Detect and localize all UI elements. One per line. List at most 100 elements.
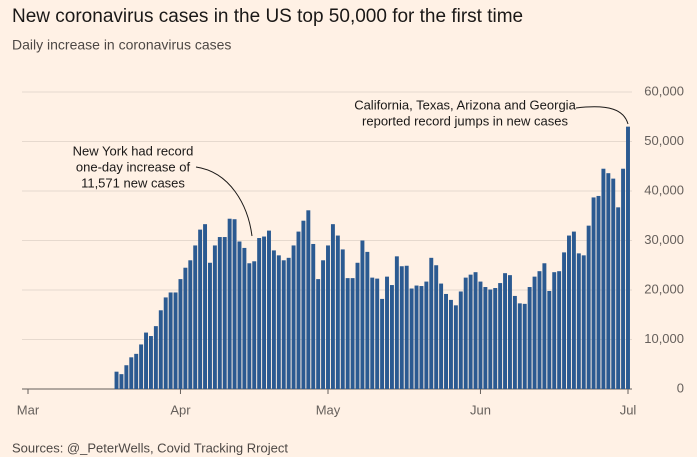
bar — [419, 286, 424, 389]
bar — [547, 290, 552, 389]
bar — [498, 283, 503, 389]
bar — [158, 310, 163, 389]
annotation: one-day increase of — [76, 159, 191, 174]
bar — [281, 260, 286, 389]
y-tick-label: 20,000 — [644, 281, 684, 296]
bar — [596, 195, 601, 389]
bar — [512, 295, 517, 389]
bar — [311, 243, 316, 389]
bar — [557, 271, 562, 389]
bar — [198, 229, 203, 389]
bar — [621, 168, 626, 389]
bar — [193, 245, 198, 389]
bar — [173, 292, 178, 389]
bar — [222, 237, 227, 389]
bar — [134, 353, 139, 389]
bar — [385, 276, 389, 389]
x-tick-label: Mar — [17, 402, 40, 417]
annotation: New York had record — [73, 143, 194, 158]
bar — [242, 247, 247, 389]
bar — [267, 230, 271, 389]
bar — [468, 274, 473, 389]
y-tick-label: 0 — [677, 380, 684, 395]
chart-title: New coronavirus cases in the US top 50,0… — [12, 6, 523, 27]
bar — [148, 336, 153, 389]
bar — [601, 168, 606, 389]
annotation: 11,571 new cases — [81, 175, 185, 190]
bar — [375, 278, 380, 389]
bar — [552, 272, 557, 389]
bar — [380, 298, 385, 389]
bar — [276, 255, 281, 389]
bar — [503, 273, 508, 389]
bar — [326, 245, 330, 389]
bar — [345, 278, 350, 389]
bar — [340, 249, 345, 389]
bar — [335, 235, 340, 389]
bar — [321, 260, 326, 389]
bar — [365, 251, 370, 389]
bar — [576, 253, 581, 389]
bar — [473, 272, 478, 389]
chart-subtitle: Daily increase in coronavirus cases — [12, 37, 231, 53]
bar — [424, 281, 429, 389]
bar — [178, 279, 183, 389]
bar — [252, 261, 257, 389]
annotation-leader — [195, 166, 253, 237]
bar — [301, 220, 306, 389]
bar — [291, 245, 296, 389]
bar — [458, 291, 463, 389]
bar — [163, 297, 168, 389]
bar — [350, 278, 355, 389]
bar — [567, 235, 571, 389]
bar — [232, 219, 237, 389]
bar — [217, 237, 222, 389]
bar — [168, 292, 173, 389]
bar — [188, 260, 193, 389]
bar — [129, 357, 134, 389]
bar — [124, 365, 129, 389]
x-tick-label: Apr — [170, 402, 191, 417]
bar — [409, 288, 414, 389]
x-tick-label: May — [316, 402, 341, 417]
bar — [488, 289, 493, 389]
bar — [532, 276, 537, 389]
bar — [483, 287, 488, 389]
bar — [591, 197, 596, 389]
bar — [286, 257, 291, 389]
bar — [247, 263, 252, 389]
bar — [586, 225, 591, 389]
bar — [404, 265, 409, 389]
bar — [296, 231, 301, 389]
y-tick-label: 10,000 — [644, 331, 684, 346]
y-tick-label: 30,000 — [644, 232, 684, 247]
bar — [330, 224, 335, 389]
annotation-leader — [575, 106, 629, 125]
x-tick-label: Jun — [470, 402, 491, 417]
bar — [508, 275, 512, 389]
bar — [439, 283, 444, 389]
y-tick-label: 40,000 — [644, 182, 684, 197]
y-tick-label: 60,000 — [644, 83, 684, 98]
bar — [522, 303, 527, 389]
bar — [517, 303, 522, 389]
x-tick-label: Jul — [620, 402, 637, 417]
bar — [355, 262, 360, 389]
bar — [606, 173, 611, 389]
bar — [370, 277, 375, 389]
bar — [434, 265, 439, 389]
bar — [616, 207, 621, 389]
annotation: California, Texas, Arizona and Georgia — [354, 97, 576, 112]
bar — [527, 287, 532, 389]
bar — [537, 271, 542, 389]
bar — [626, 126, 630, 390]
bar — [463, 277, 468, 389]
bar — [316, 279, 321, 389]
annotation: reported record jumps in new cases — [362, 113, 568, 128]
bar — [227, 218, 232, 389]
bar — [581, 255, 586, 389]
bar — [429, 257, 434, 389]
bar — [389, 285, 394, 389]
bar — [306, 210, 311, 389]
